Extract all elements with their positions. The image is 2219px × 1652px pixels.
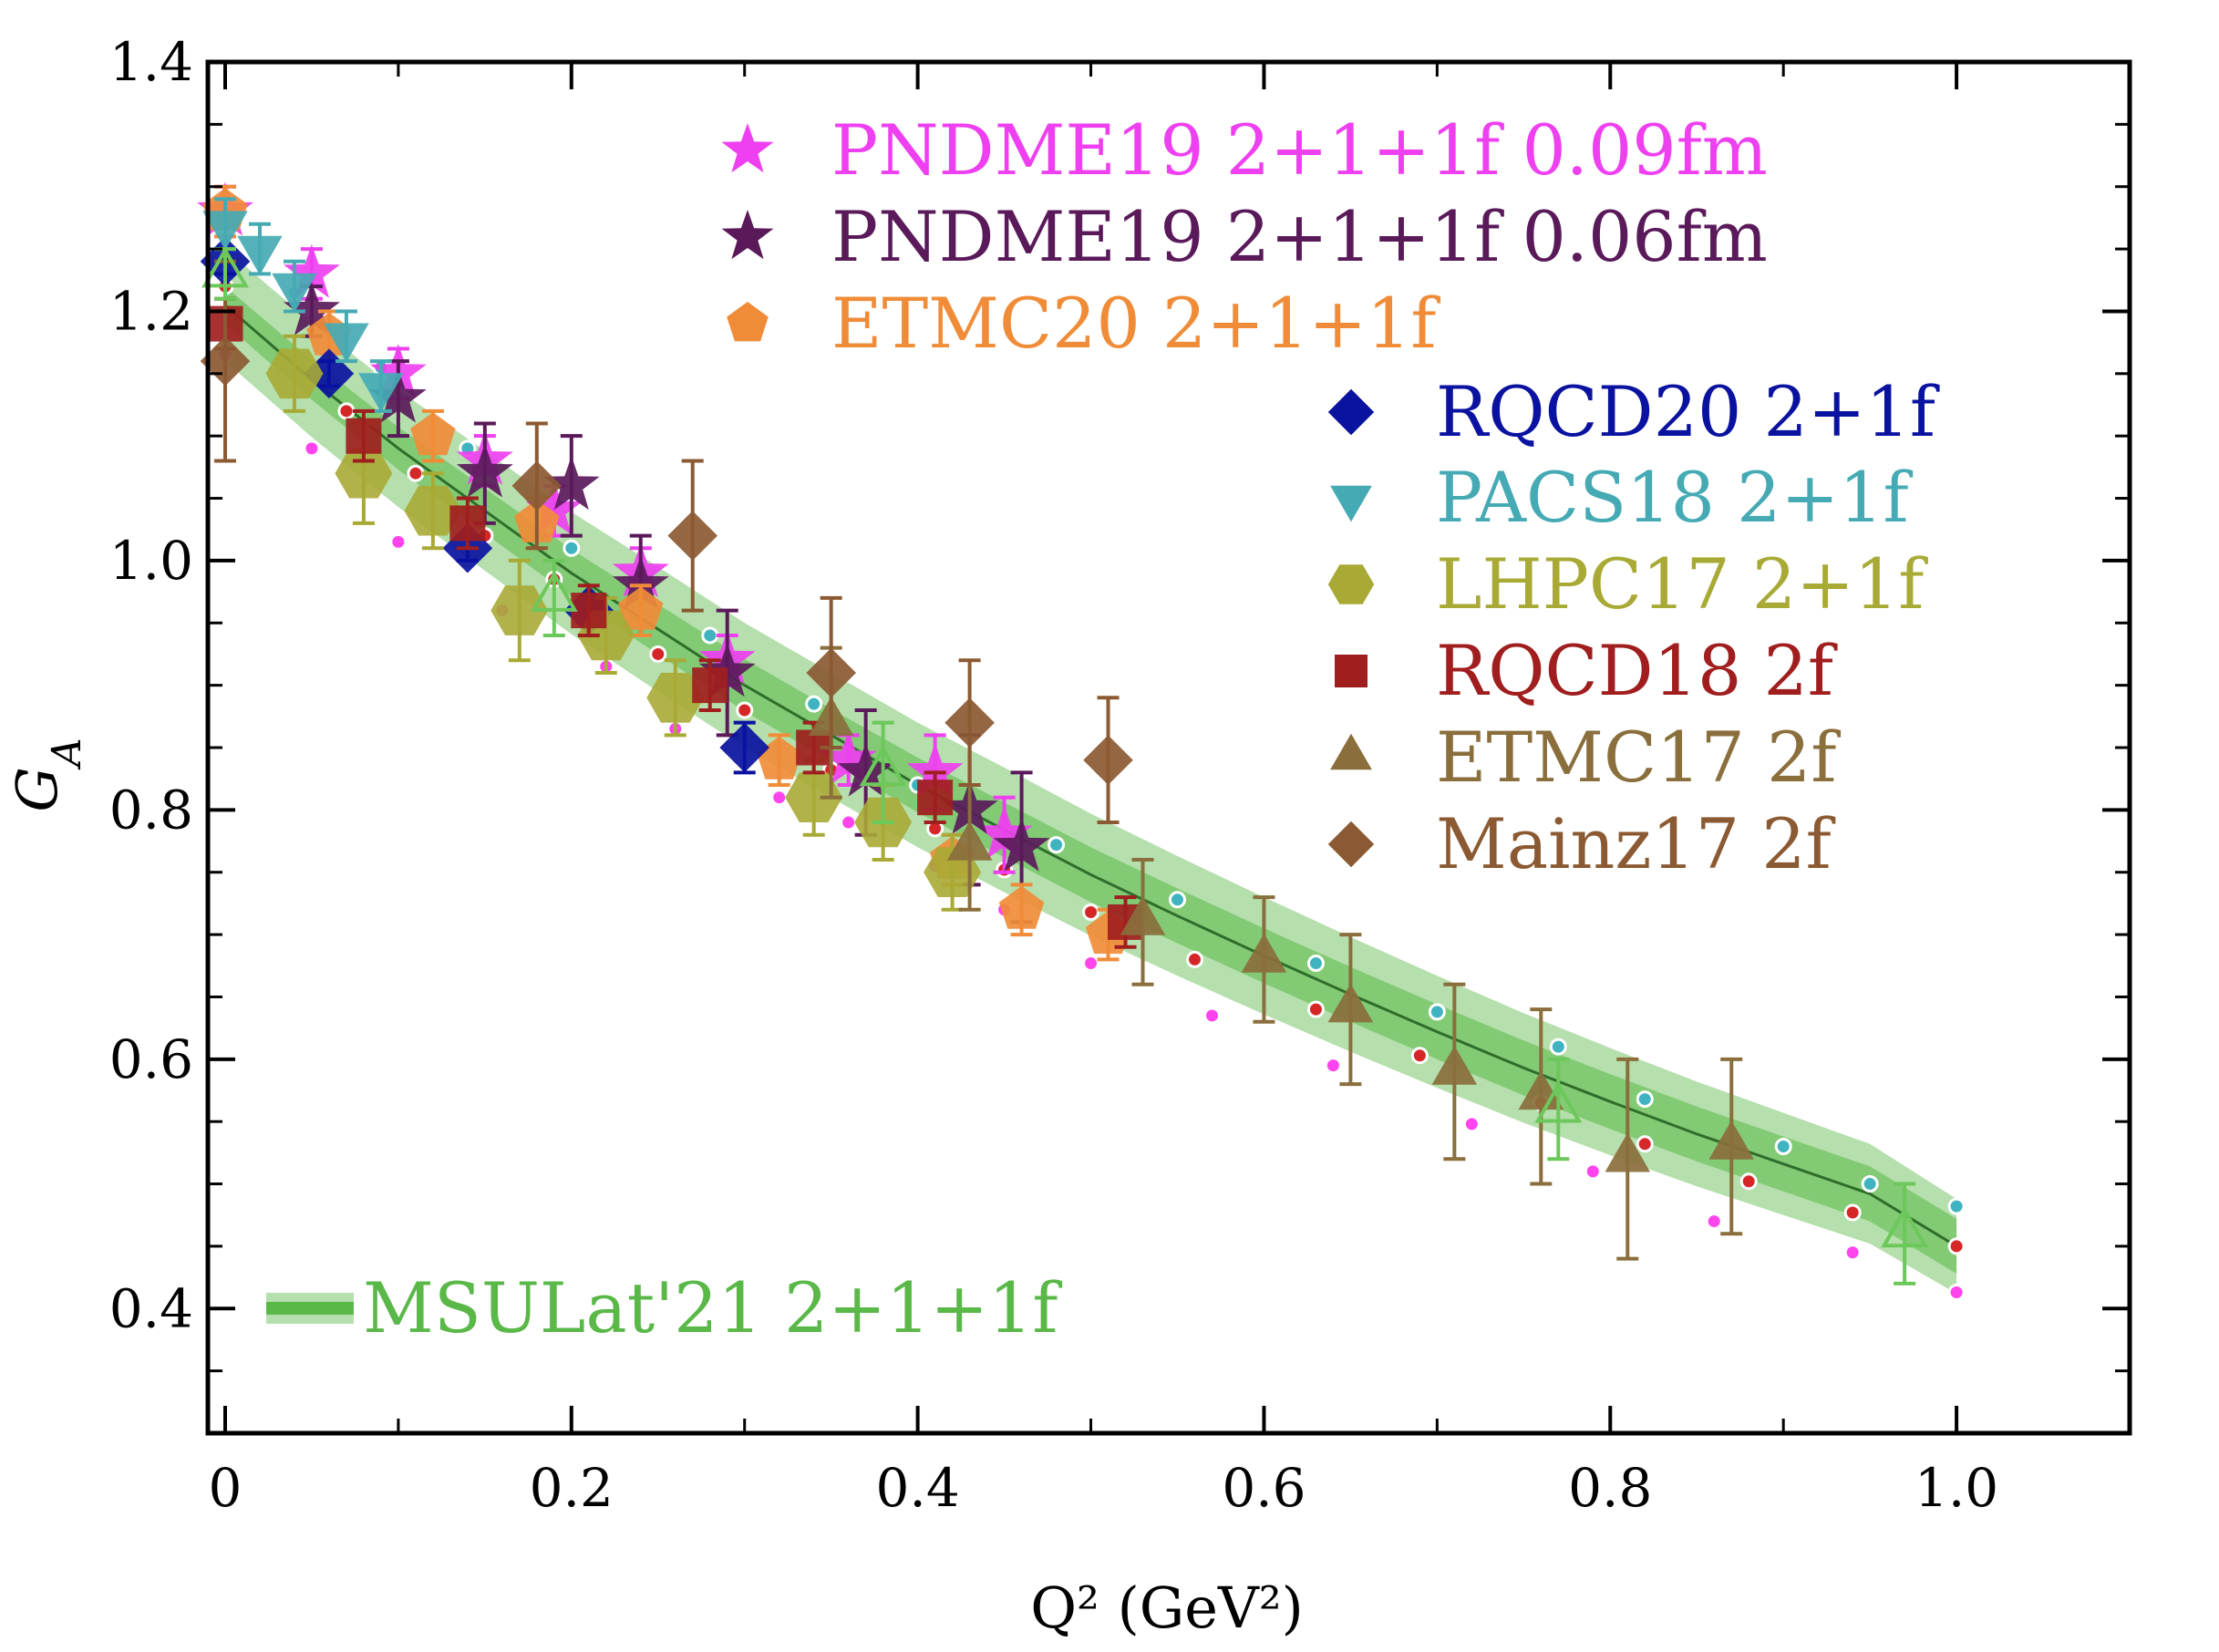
x-tick-label: 0.4 xyxy=(876,1457,960,1519)
fit-dot xyxy=(1637,1137,1652,1151)
fit-dot xyxy=(1949,1199,1964,1213)
fit-dot xyxy=(1776,1140,1791,1154)
x-tick-label: 0.6 xyxy=(1222,1457,1306,1519)
data-point xyxy=(449,505,485,541)
legend-entry: MSULat'21 2+1+1f xyxy=(266,1267,1062,1348)
fit-dot xyxy=(391,534,406,549)
legend-label: PNDME19 2+1+1f 0.09fm xyxy=(831,109,1768,191)
legend-label: RQCD20 2+1f xyxy=(1436,371,1940,452)
fit-dot xyxy=(651,646,666,661)
fit-dot xyxy=(841,815,856,830)
legend-label: PNDME19 2+1+1f 0.06fm xyxy=(831,196,1768,277)
fit-dot xyxy=(1845,1205,1860,1220)
fit-dot xyxy=(1084,956,1099,971)
x-tick-label: 0 xyxy=(209,1457,243,1519)
fit-dot xyxy=(304,441,319,456)
fit-dot xyxy=(1637,1092,1652,1107)
fit-dot xyxy=(1084,904,1099,919)
data-point xyxy=(346,418,381,454)
fit-dot xyxy=(1585,1164,1600,1179)
fit-dot xyxy=(408,466,423,480)
fit-dot xyxy=(1049,838,1064,852)
fit-dot xyxy=(564,541,579,555)
fit-dot xyxy=(1949,1239,1964,1254)
fit-dot xyxy=(738,703,752,718)
fit-dot xyxy=(1204,1008,1219,1023)
data-point xyxy=(917,780,953,815)
y-axis-title-main: G xyxy=(4,767,70,812)
y-tick-label: 1.2 xyxy=(109,280,193,342)
y-tick-label: 1.0 xyxy=(109,530,193,592)
legend-entry: ETMC20 2+1+1f xyxy=(727,283,1440,364)
fit-dot xyxy=(1429,1005,1444,1019)
fit-dot xyxy=(1187,952,1202,966)
y-tick-label: 0.4 xyxy=(109,1277,193,1339)
data-point xyxy=(692,667,728,703)
fit-dot xyxy=(1170,893,1184,907)
x-tick-label: 0.8 xyxy=(1568,1457,1652,1519)
fit-dot xyxy=(1741,1174,1756,1189)
legend-label: ETMC20 2+1+1f xyxy=(831,283,1440,364)
x-tick-label: 1.0 xyxy=(1915,1457,1998,1519)
x-tick-label: 0.2 xyxy=(530,1457,614,1519)
fit-dot xyxy=(1308,956,1323,971)
legend-label: PACS18 2+1f xyxy=(1436,457,1914,538)
fit-dot xyxy=(339,404,354,418)
fit-dot xyxy=(1863,1177,1877,1192)
fit-dot xyxy=(1412,1048,1427,1063)
y-axis-title-sub: A xyxy=(44,738,90,770)
y-tick-label: 1.4 xyxy=(109,31,193,93)
fit-dot xyxy=(1845,1245,1860,1260)
fit-dot xyxy=(1326,1058,1340,1073)
legend-entry: PNDME19 2+1+1f 0.06fm xyxy=(722,196,1768,277)
fit-dot xyxy=(1464,1117,1479,1131)
legend-label: Mainz17 2f xyxy=(1436,803,1836,884)
fit-dot xyxy=(1551,1039,1565,1054)
fit-dot xyxy=(1707,1214,1721,1229)
legend-label: MSULat'21 2+1+1f xyxy=(363,1267,1062,1348)
fit-dot xyxy=(1949,1285,1964,1299)
legend-label: ETMC17 2f xyxy=(1436,717,1841,798)
legend-marker xyxy=(266,1293,354,1324)
legend-entry: PNDME19 2+1+1f 0.09fm xyxy=(722,109,1768,191)
fit-dot xyxy=(703,628,717,643)
fit-dot xyxy=(807,697,821,711)
legend-marker xyxy=(1335,655,1368,687)
legend-band-inner xyxy=(266,1302,354,1315)
y-tick-label: 0.6 xyxy=(109,1028,193,1090)
legend-label: RQCD18 2f xyxy=(1436,630,1838,711)
y-tick-label: 0.8 xyxy=(109,779,193,841)
x-axis-title: Q² (GeV²) xyxy=(1030,1575,1304,1641)
fit-dot xyxy=(1308,1002,1323,1017)
legend-label: LHPC17 2+1f xyxy=(1436,543,1928,625)
fit-dot xyxy=(772,790,787,805)
